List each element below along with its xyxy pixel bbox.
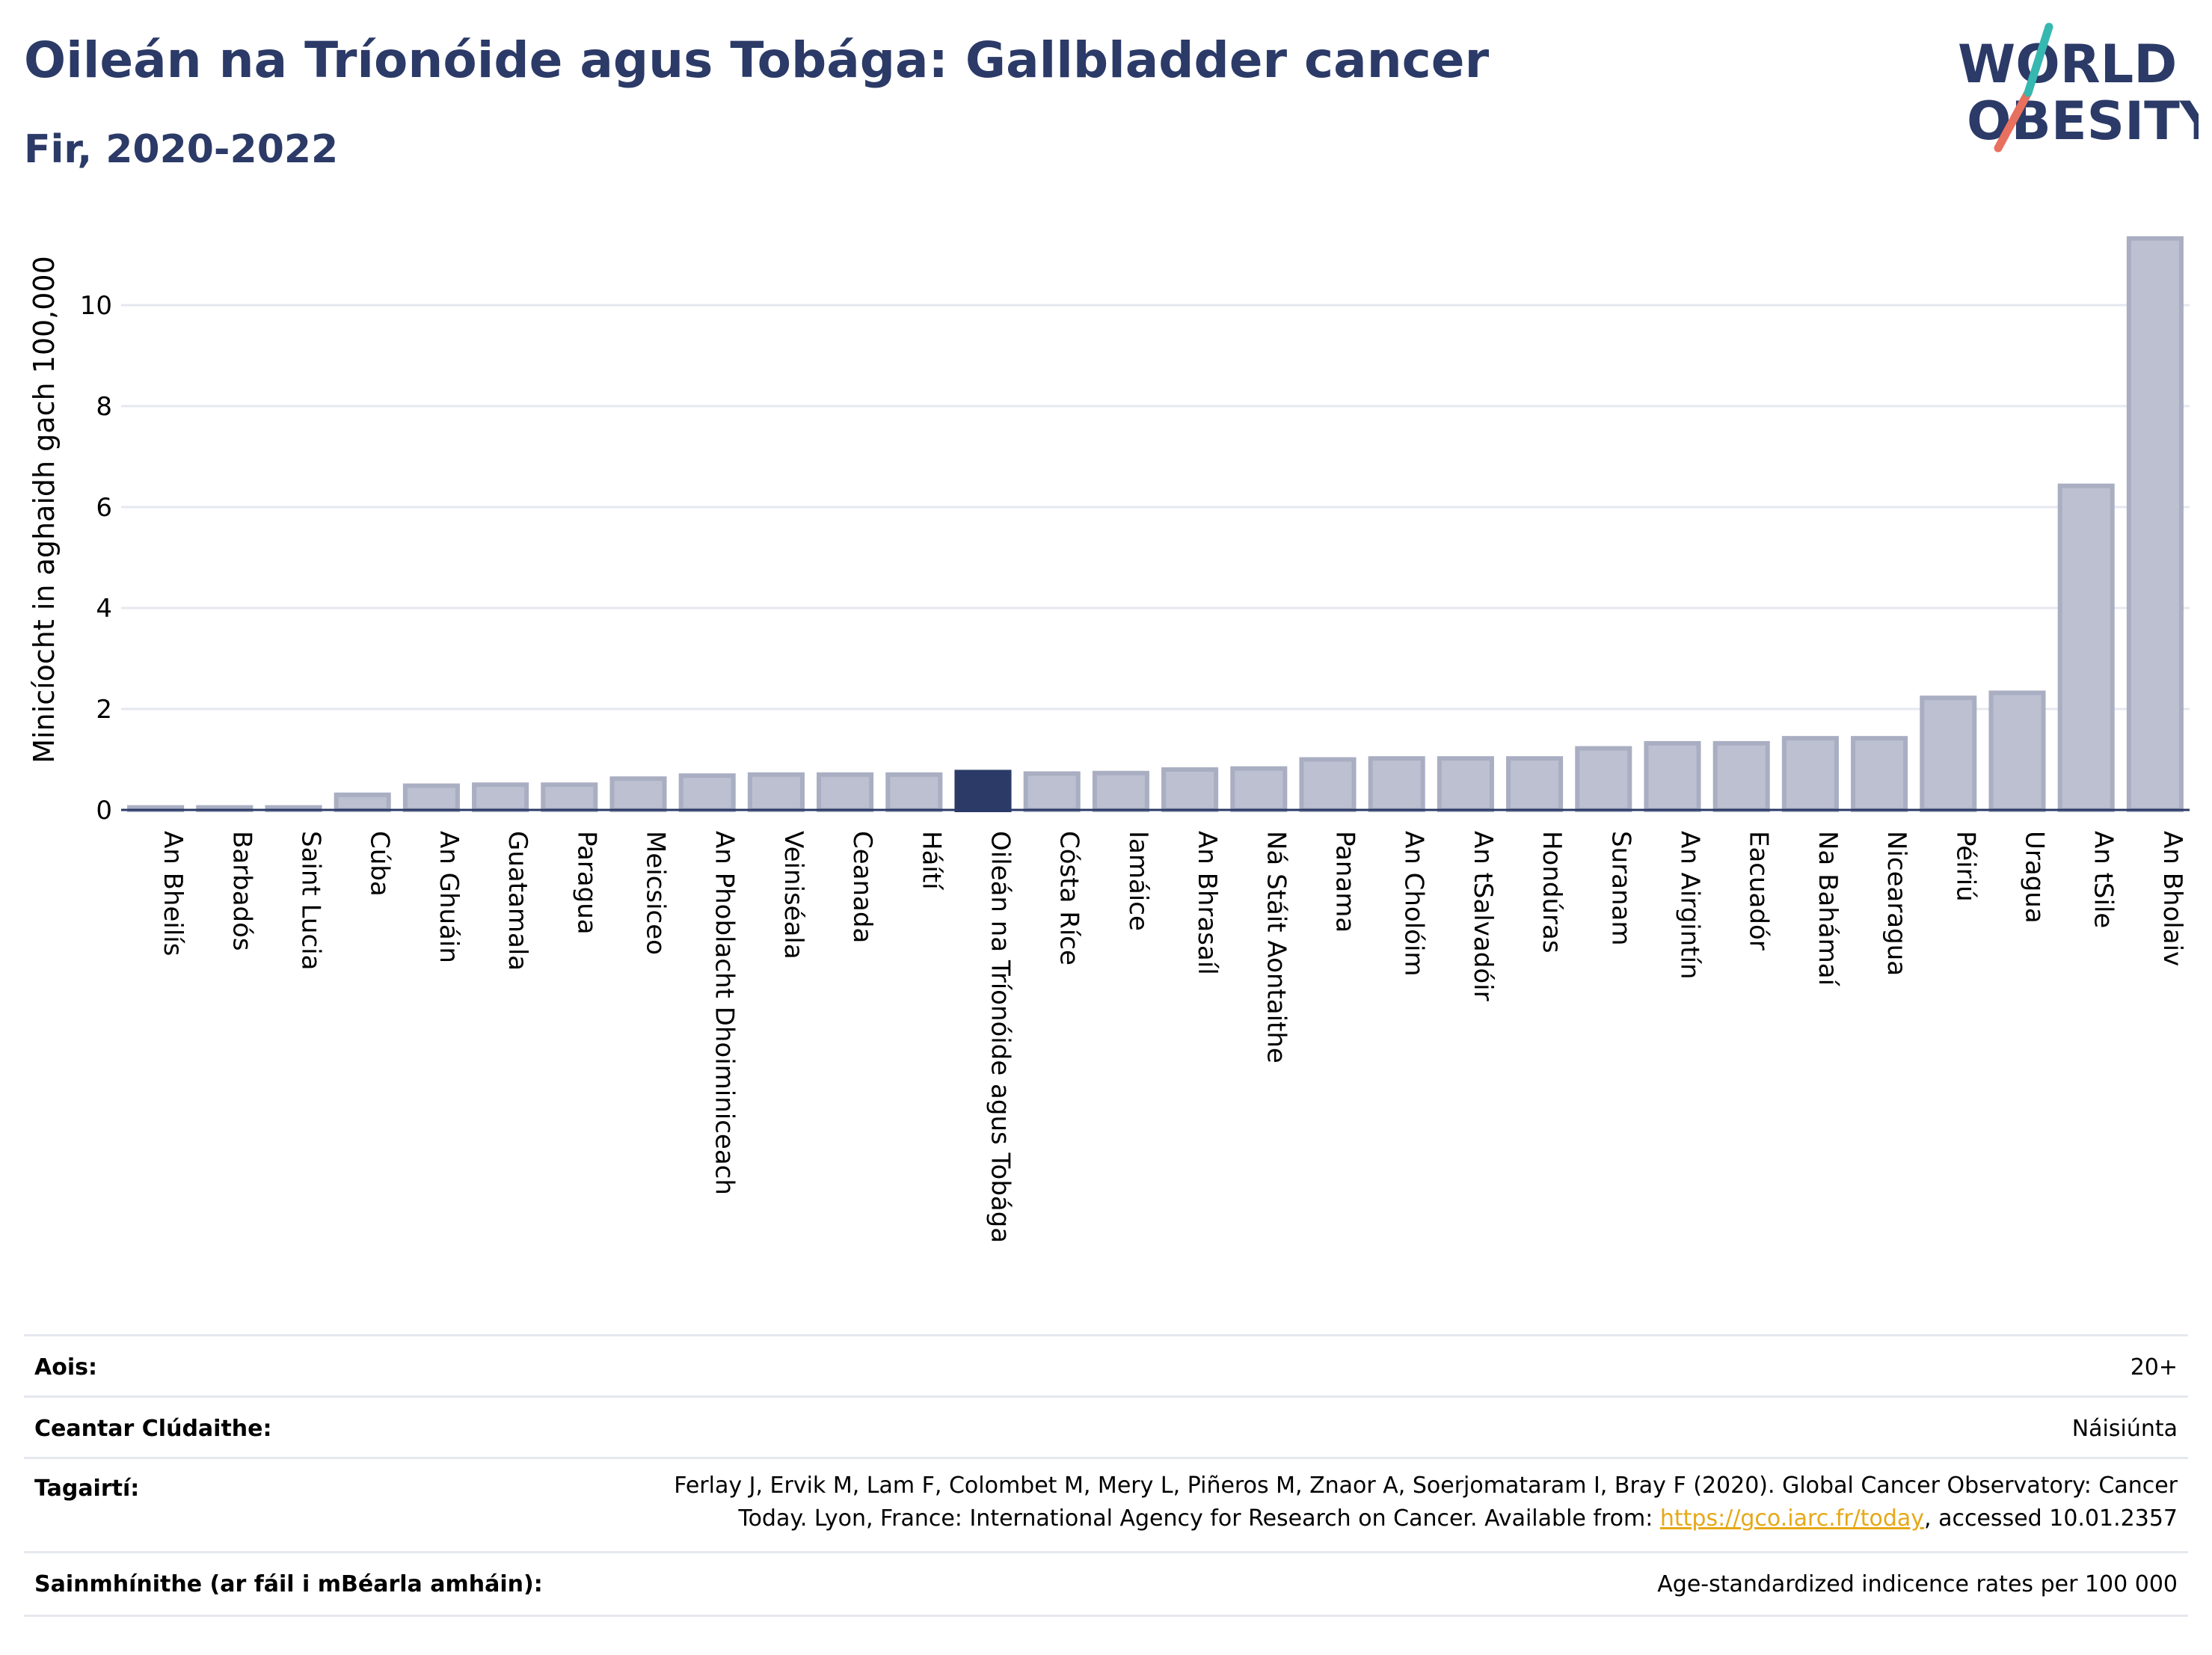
- chart-subtitle: Fir, 2020-2022: [24, 127, 339, 172]
- x-tick-label: An Cholóim: [1399, 831, 1429, 977]
- x-tick-label: An Bholaiv: [2157, 831, 2187, 966]
- x-tick-label: Guatamala: [503, 831, 532, 971]
- x-tick-labels: An Bheilís Barbadós Saint Lucia Cúba An Ghuá…: [158, 831, 2187, 1243]
- x-tick-label: An Ghuáin: [434, 831, 464, 963]
- y-tick-label: 4: [96, 594, 112, 624]
- x-tick-label: Uragua: [2020, 831, 2050, 924]
- x-tick-label: Ná Stáit Aontaithe: [1261, 831, 1291, 1063]
- x-tick-label: Saint Lucia: [296, 831, 326, 970]
- x-tick-label: Ceanada: [847, 831, 877, 943]
- info-row-age: Aois: 20+: [24, 1334, 2188, 1396]
- x-tick-label: Na Bahámaí: [1813, 831, 1843, 987]
- definitions-label: Sainmhínithe (ar fáil i mBéarla amháin):: [34, 1571, 543, 1597]
- y-tick-label: 8: [96, 392, 112, 422]
- x-tick-label: Háítí: [916, 831, 946, 891]
- bars: [127, 236, 2184, 813]
- bar: [2126, 236, 2184, 812]
- x-tick-label: An tSalvadóir: [1468, 831, 1498, 1001]
- area-label: Ceantar Clúdaithe:: [34, 1416, 272, 1442]
- bar: [1781, 736, 1839, 813]
- references-text: Ferlay J, Ervik M, Lam F, Colombet M, Me…: [674, 1473, 2178, 1532]
- x-tick-label: Meicsiceo: [641, 831, 671, 955]
- gridlines: [121, 304, 2190, 710]
- x-tick-label: Cúba: [365, 831, 395, 897]
- references-label: Tagairtí:: [34, 1476, 140, 1502]
- bar: [334, 792, 391, 812]
- x-tick-label: Hondúras: [1537, 831, 1567, 954]
- y-tick-label: 2: [96, 695, 112, 725]
- bar: [472, 782, 529, 812]
- bar: [817, 772, 874, 812]
- y-tick-label: 0: [96, 796, 112, 826]
- svg-text:WORLD: WORLD: [1958, 34, 2177, 95]
- info-row-area: Ceantar Clúdaithe: Náisiúnta: [24, 1395, 2188, 1458]
- bar: [1437, 756, 1494, 813]
- reference-link[interactable]: https://gco.iarc.fr/today: [1659, 1505, 1925, 1532]
- bar: [885, 772, 943, 812]
- x-tick-label: Cósta Ríce: [1054, 831, 1084, 965]
- bar: [402, 783, 460, 812]
- bar: [609, 776, 667, 813]
- x-tick-label: An Phoblacht Dhoiminiceach: [710, 831, 740, 1195]
- bar: [747, 772, 805, 812]
- age-label: Aois:: [34, 1354, 97, 1381]
- bar: [1230, 766, 1288, 813]
- y-axis-label: Minicíocht in aghaidh gach 100,000: [28, 256, 61, 764]
- area-value: Náisiúnta: [2071, 1416, 2178, 1442]
- bar: [1644, 740, 1701, 813]
- definitions-value: Age-standardized indicence rates per 100…: [1657, 1571, 2178, 1597]
- bar: [1023, 771, 1081, 813]
- bar: [1988, 690, 2046, 813]
- bar: [1506, 756, 1564, 813]
- bar-highlight: [954, 770, 1012, 812]
- x-tick-label: Paragua: [571, 831, 601, 935]
- x-tick-label: An Bheilís: [158, 831, 188, 956]
- bar: [1161, 767, 1219, 812]
- x-tick-label: Péiriú: [1950, 831, 1980, 902]
- x-tick-label: Nicearagua: [1881, 831, 1911, 976]
- bar: [541, 782, 598, 812]
- x-tick-label: Oileán na Tríonóide agus Tobága: [986, 831, 1016, 1243]
- bar: [1092, 770, 1149, 812]
- x-tick-label: Veiniséala: [778, 831, 808, 959]
- age-value: 20+: [2130, 1354, 2178, 1381]
- y-tick-labels: 0 2 4 6 8 10: [80, 291, 112, 826]
- bar: [2057, 483, 2115, 813]
- bar-chart: 0 2 4 6 8 10 An Bheilís Barbadós Saint Lucia Cúb…: [28, 236, 2190, 1243]
- x-tick-label: Iamáice: [1123, 831, 1153, 931]
- world-obesity-logo: WORLD OBESITY: [1958, 22, 2199, 153]
- info-row-definitions: Sainmhínithe (ar fáil i mBéarla amháin):…: [24, 1551, 2188, 1617]
- x-tick-label: Barbadós: [227, 831, 256, 951]
- y-tick-label: 6: [96, 493, 112, 523]
- x-tick-label: An Bhrasaíl: [1192, 831, 1222, 975]
- x-tick-label: An Airgintín: [1675, 831, 1705, 980]
- info-row-references: Tagairtí: Ferlay J, Ervik M, Lam F, Colo…: [24, 1457, 2188, 1552]
- bar: [1368, 756, 1425, 813]
- y-tick-label: 10: [80, 291, 112, 321]
- bar: [1712, 740, 1770, 813]
- x-tick-label: An tSile: [2089, 831, 2119, 928]
- x-tick-label: Panama: [1330, 831, 1360, 933]
- bar: [1920, 696, 1977, 813]
- bar: [1299, 757, 1357, 812]
- chart-title: Oileán na Tríonóide agus Tobága: Gallbla…: [24, 31, 1490, 89]
- bar: [1575, 746, 1632, 813]
- bar: [1851, 736, 1908, 813]
- bar: [678, 773, 736, 812]
- x-tick-label: Suranam: [1606, 831, 1635, 945]
- x-tick-label: Eacuadór: [1744, 831, 1774, 951]
